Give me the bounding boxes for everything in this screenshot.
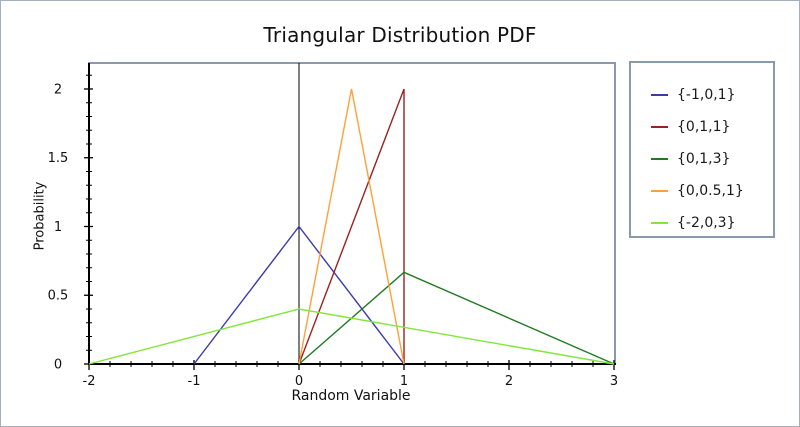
legend-line-swatch-icon xyxy=(651,158,668,160)
x-axis-label: Random Variable xyxy=(291,388,411,404)
series-line-{0,1,3} xyxy=(298,271,615,365)
chart-title: Triangular Distribution PDF xyxy=(263,23,537,47)
legend-line-swatch-icon xyxy=(651,94,668,96)
legend-line-swatch-icon xyxy=(651,126,668,128)
y-tick-label: 0 xyxy=(54,358,62,373)
legend-item: {-2,0,3} xyxy=(651,207,773,239)
series-line-{0,0.5,1} xyxy=(298,88,405,365)
y-tick-label: 2 xyxy=(54,82,62,97)
legend-item-label: {0,0.5,1} xyxy=(677,183,744,199)
x-tick-label: -1 xyxy=(188,374,201,389)
x-tick-label: 1 xyxy=(400,374,408,389)
legend-item: {0,1,3} xyxy=(651,143,773,175)
legend-item: {0,0.5,1} xyxy=(651,175,773,207)
series-line-{0,1,1} xyxy=(298,88,405,365)
legend-item: {-1,0,1} xyxy=(651,79,773,111)
legend-line-swatch-icon xyxy=(651,222,668,224)
x-tick-label: 2 xyxy=(505,374,513,389)
legend: {-1,0,1} {0,1,1} {0,1,3} {0,0.5,1} {-2,0… xyxy=(629,61,775,238)
legend-item: {0,1,1} xyxy=(651,111,773,143)
legend-item-label: {-2,0,3} xyxy=(677,215,736,231)
x-tick-label: -2 xyxy=(83,374,96,389)
series-line-{-1,0,1} xyxy=(193,225,405,365)
legend-item-label: {0,1,1} xyxy=(677,119,731,135)
legend-line-swatch-icon xyxy=(651,190,668,192)
x-tick-label: 0 xyxy=(295,374,303,389)
x-tick-label: 3 xyxy=(610,374,618,389)
y-axis-label: Probability xyxy=(32,181,48,251)
y-tick-label: 1.5 xyxy=(48,151,69,166)
legend-item-label: {0,1,3} xyxy=(677,151,731,167)
series-line-{-2,0,3} xyxy=(88,308,615,365)
y-tick-label: 1 xyxy=(54,220,62,235)
legend-item-label: {-1,0,1} xyxy=(677,87,736,103)
y-tick-label: 0.5 xyxy=(48,289,69,304)
